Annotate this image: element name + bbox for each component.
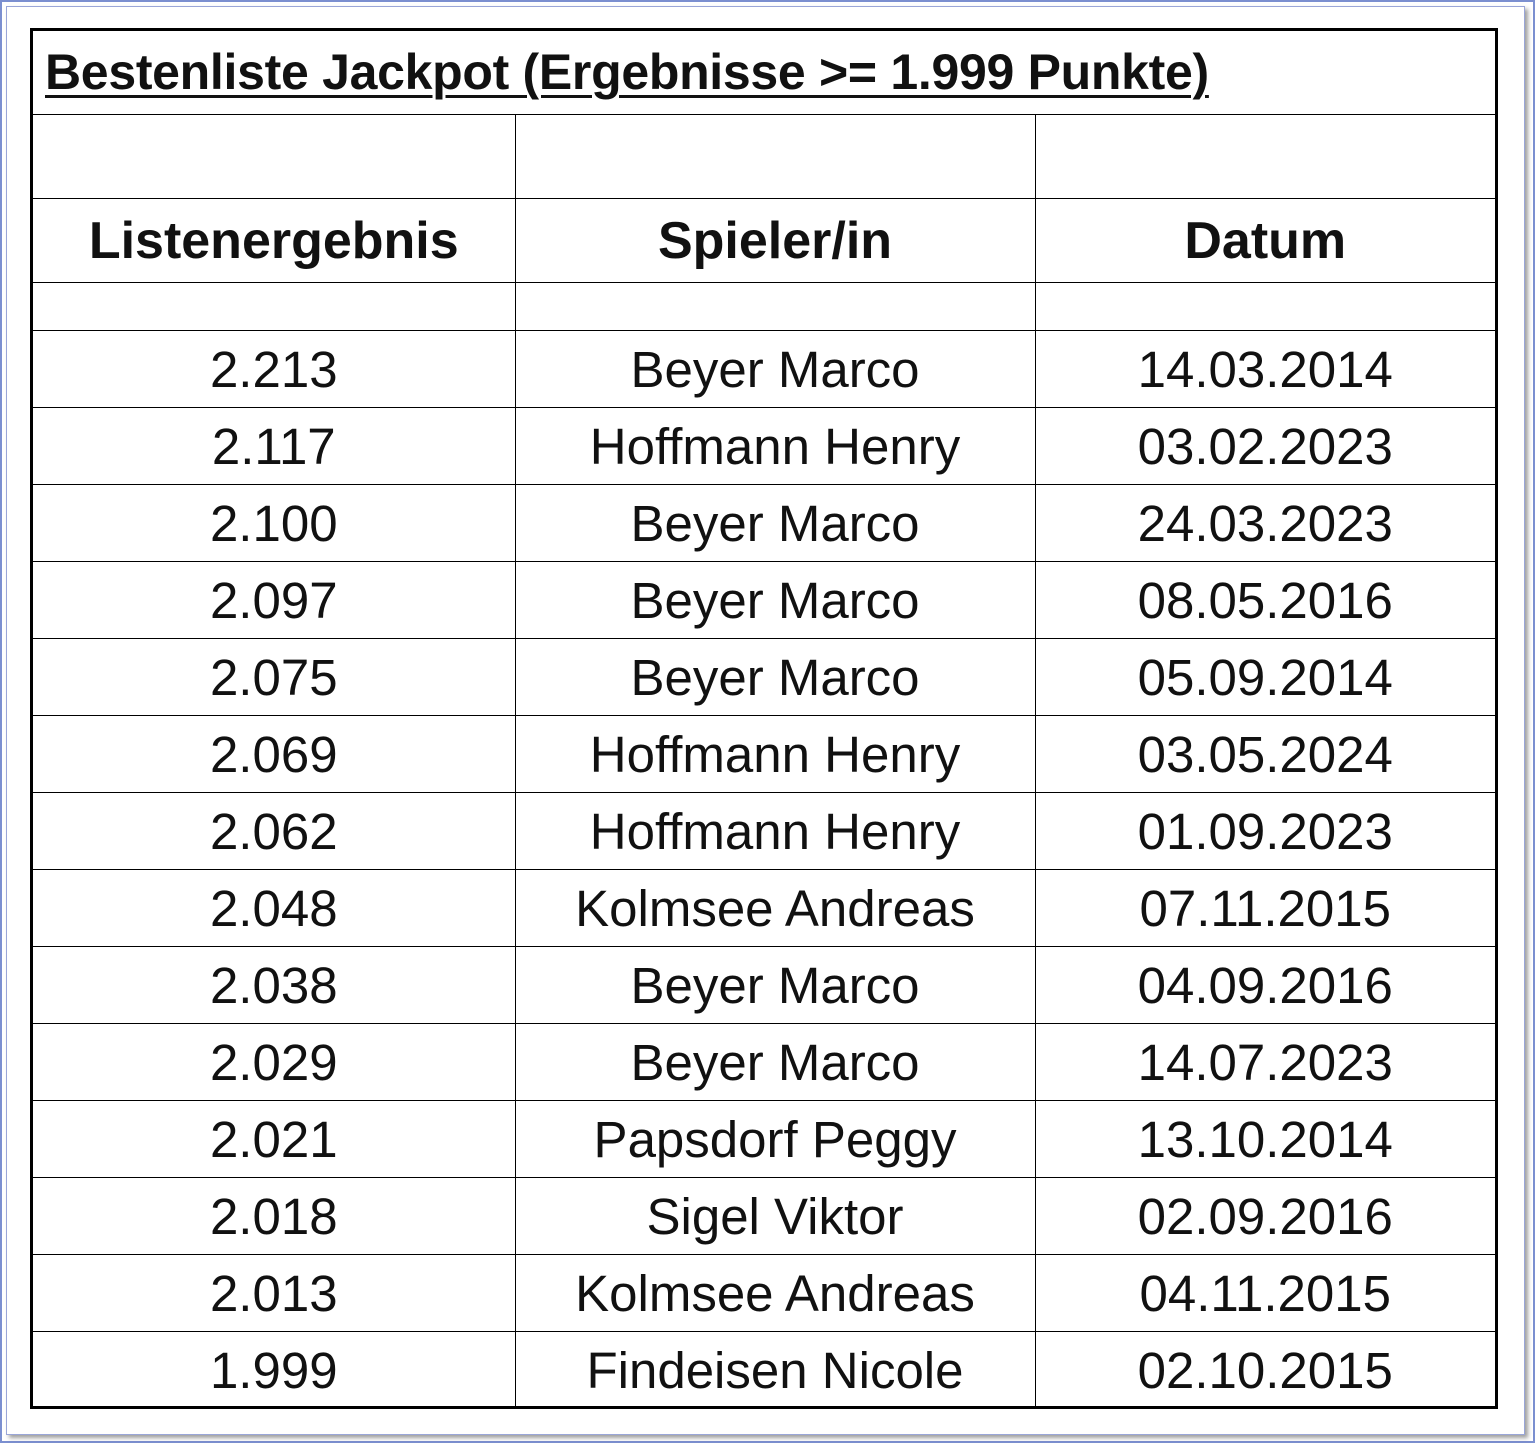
date-cell: 07.11.2015 bbox=[1034, 869, 1495, 947]
empty-cell bbox=[1034, 115, 1495, 199]
empty-cell bbox=[514, 282, 1036, 331]
player-cell: Findeisen Nicole bbox=[514, 1331, 1036, 1408]
empty-row bbox=[33, 115, 1495, 199]
score-cell: 2.018 bbox=[33, 1177, 516, 1255]
table-row: 2.013 Kolmsee Andreas 04.11.2015 bbox=[33, 1254, 1495, 1332]
score-cell: 2.097 bbox=[33, 561, 516, 639]
empty-cell bbox=[33, 282, 516, 331]
table-row: 1.999 Findeisen Nicole 02.10.2015 bbox=[33, 1331, 1495, 1408]
date-cell: 08.05.2016 bbox=[1034, 561, 1495, 639]
score-cell: 2.021 bbox=[33, 1100, 516, 1178]
player-cell: Hoffmann Henry bbox=[514, 715, 1036, 793]
table-row: 2.100 Beyer Marco 24.03.2023 bbox=[33, 484, 1495, 562]
leaderboard-table: Listenergebnis Spieler/in Datum 2.213 Bey… bbox=[33, 115, 1495, 1408]
column-header-date: Datum bbox=[1034, 198, 1495, 283]
date-cell: 14.03.2014 bbox=[1034, 330, 1495, 408]
date-cell: 03.05.2024 bbox=[1034, 715, 1495, 793]
player-cell: Beyer Marco bbox=[514, 484, 1036, 562]
date-cell: 14.07.2023 bbox=[1034, 1023, 1495, 1101]
score-cell: 2.069 bbox=[33, 715, 516, 793]
score-cell: 2.075 bbox=[33, 638, 516, 716]
table-row: 2.021 Papsdorf Peggy 13.10.2014 bbox=[33, 1100, 1495, 1178]
score-cell: 2.100 bbox=[33, 484, 516, 562]
score-cell: 2.117 bbox=[33, 407, 516, 485]
title-row: Bestenliste Jackpot (Ergebnisse >= 1.999… bbox=[33, 31, 1495, 115]
date-cell: 04.09.2016 bbox=[1034, 946, 1495, 1024]
player-cell: Beyer Marco bbox=[514, 1023, 1036, 1101]
score-cell: 2.013 bbox=[33, 1254, 516, 1332]
player-cell: Beyer Marco bbox=[514, 330, 1036, 408]
table-row: 2.075 Beyer Marco 05.09.2014 bbox=[33, 638, 1495, 716]
score-cell: 1.999 bbox=[33, 1331, 516, 1408]
date-cell: 03.02.2023 bbox=[1034, 407, 1495, 485]
table-row: 2.213 Beyer Marco 14.03.2014 bbox=[33, 330, 1495, 408]
empty-cell bbox=[33, 115, 516, 199]
player-cell: Papsdorf Peggy bbox=[514, 1100, 1036, 1178]
empty-row bbox=[33, 282, 1495, 331]
column-header-score: Listenergebnis bbox=[33, 198, 516, 283]
table-row: 2.117 Hoffmann Henry 03.02.2023 bbox=[33, 407, 1495, 485]
date-cell: 01.09.2023 bbox=[1034, 792, 1495, 870]
player-cell: Hoffmann Henry bbox=[514, 407, 1036, 485]
table-row: 2.018 Sigel Viktor 02.09.2016 bbox=[33, 1177, 1495, 1255]
date-cell: 02.10.2015 bbox=[1034, 1331, 1495, 1408]
player-cell: Kolmsee Andreas bbox=[514, 869, 1036, 947]
player-cell: Kolmsee Andreas bbox=[514, 1254, 1036, 1332]
column-header-player: Spieler/in bbox=[514, 198, 1036, 283]
empty-cell bbox=[1034, 282, 1495, 331]
score-cell: 2.038 bbox=[33, 946, 516, 1024]
empty-cell bbox=[514, 115, 1036, 199]
date-cell: 05.09.2014 bbox=[1034, 638, 1495, 716]
table-row: 2.062 Hoffmann Henry 01.09.2023 bbox=[33, 792, 1495, 870]
date-cell: 04.11.2015 bbox=[1034, 1254, 1495, 1332]
score-cell: 2.048 bbox=[33, 869, 516, 947]
score-cell: 2.062 bbox=[33, 792, 516, 870]
table-row: 2.048 Kolmsee Andreas 07.11.2015 bbox=[33, 869, 1495, 947]
table-row: 2.097 Beyer Marco 08.05.2016 bbox=[33, 561, 1495, 639]
table-row: 2.069 Hoffmann Henry 03.05.2024 bbox=[33, 715, 1495, 793]
score-cell: 2.029 bbox=[33, 1023, 516, 1101]
date-cell: 24.03.2023 bbox=[1034, 484, 1495, 562]
page-title: Bestenliste Jackpot (Ergebnisse >= 1.999… bbox=[45, 44, 1209, 100]
player-cell: Sigel Viktor bbox=[514, 1177, 1036, 1255]
table-row: 2.029 Beyer Marco 14.07.2023 bbox=[33, 1023, 1495, 1101]
date-cell: 13.10.2014 bbox=[1034, 1100, 1495, 1178]
table-row: 2.038 Beyer Marco 04.09.2016 bbox=[33, 946, 1495, 1024]
player-cell: Beyer Marco bbox=[514, 946, 1036, 1024]
player-cell: Beyer Marco bbox=[514, 561, 1036, 639]
player-cell: Beyer Marco bbox=[514, 638, 1036, 716]
score-cell: 2.213 bbox=[33, 330, 516, 408]
leaderboard-sheet: Bestenliste Jackpot (Ergebnisse >= 1.999… bbox=[30, 28, 1498, 1409]
player-cell: Hoffmann Henry bbox=[514, 792, 1036, 870]
date-cell: 02.09.2016 bbox=[1034, 1177, 1495, 1255]
header-row: Listenergebnis Spieler/in Datum bbox=[33, 198, 1495, 283]
